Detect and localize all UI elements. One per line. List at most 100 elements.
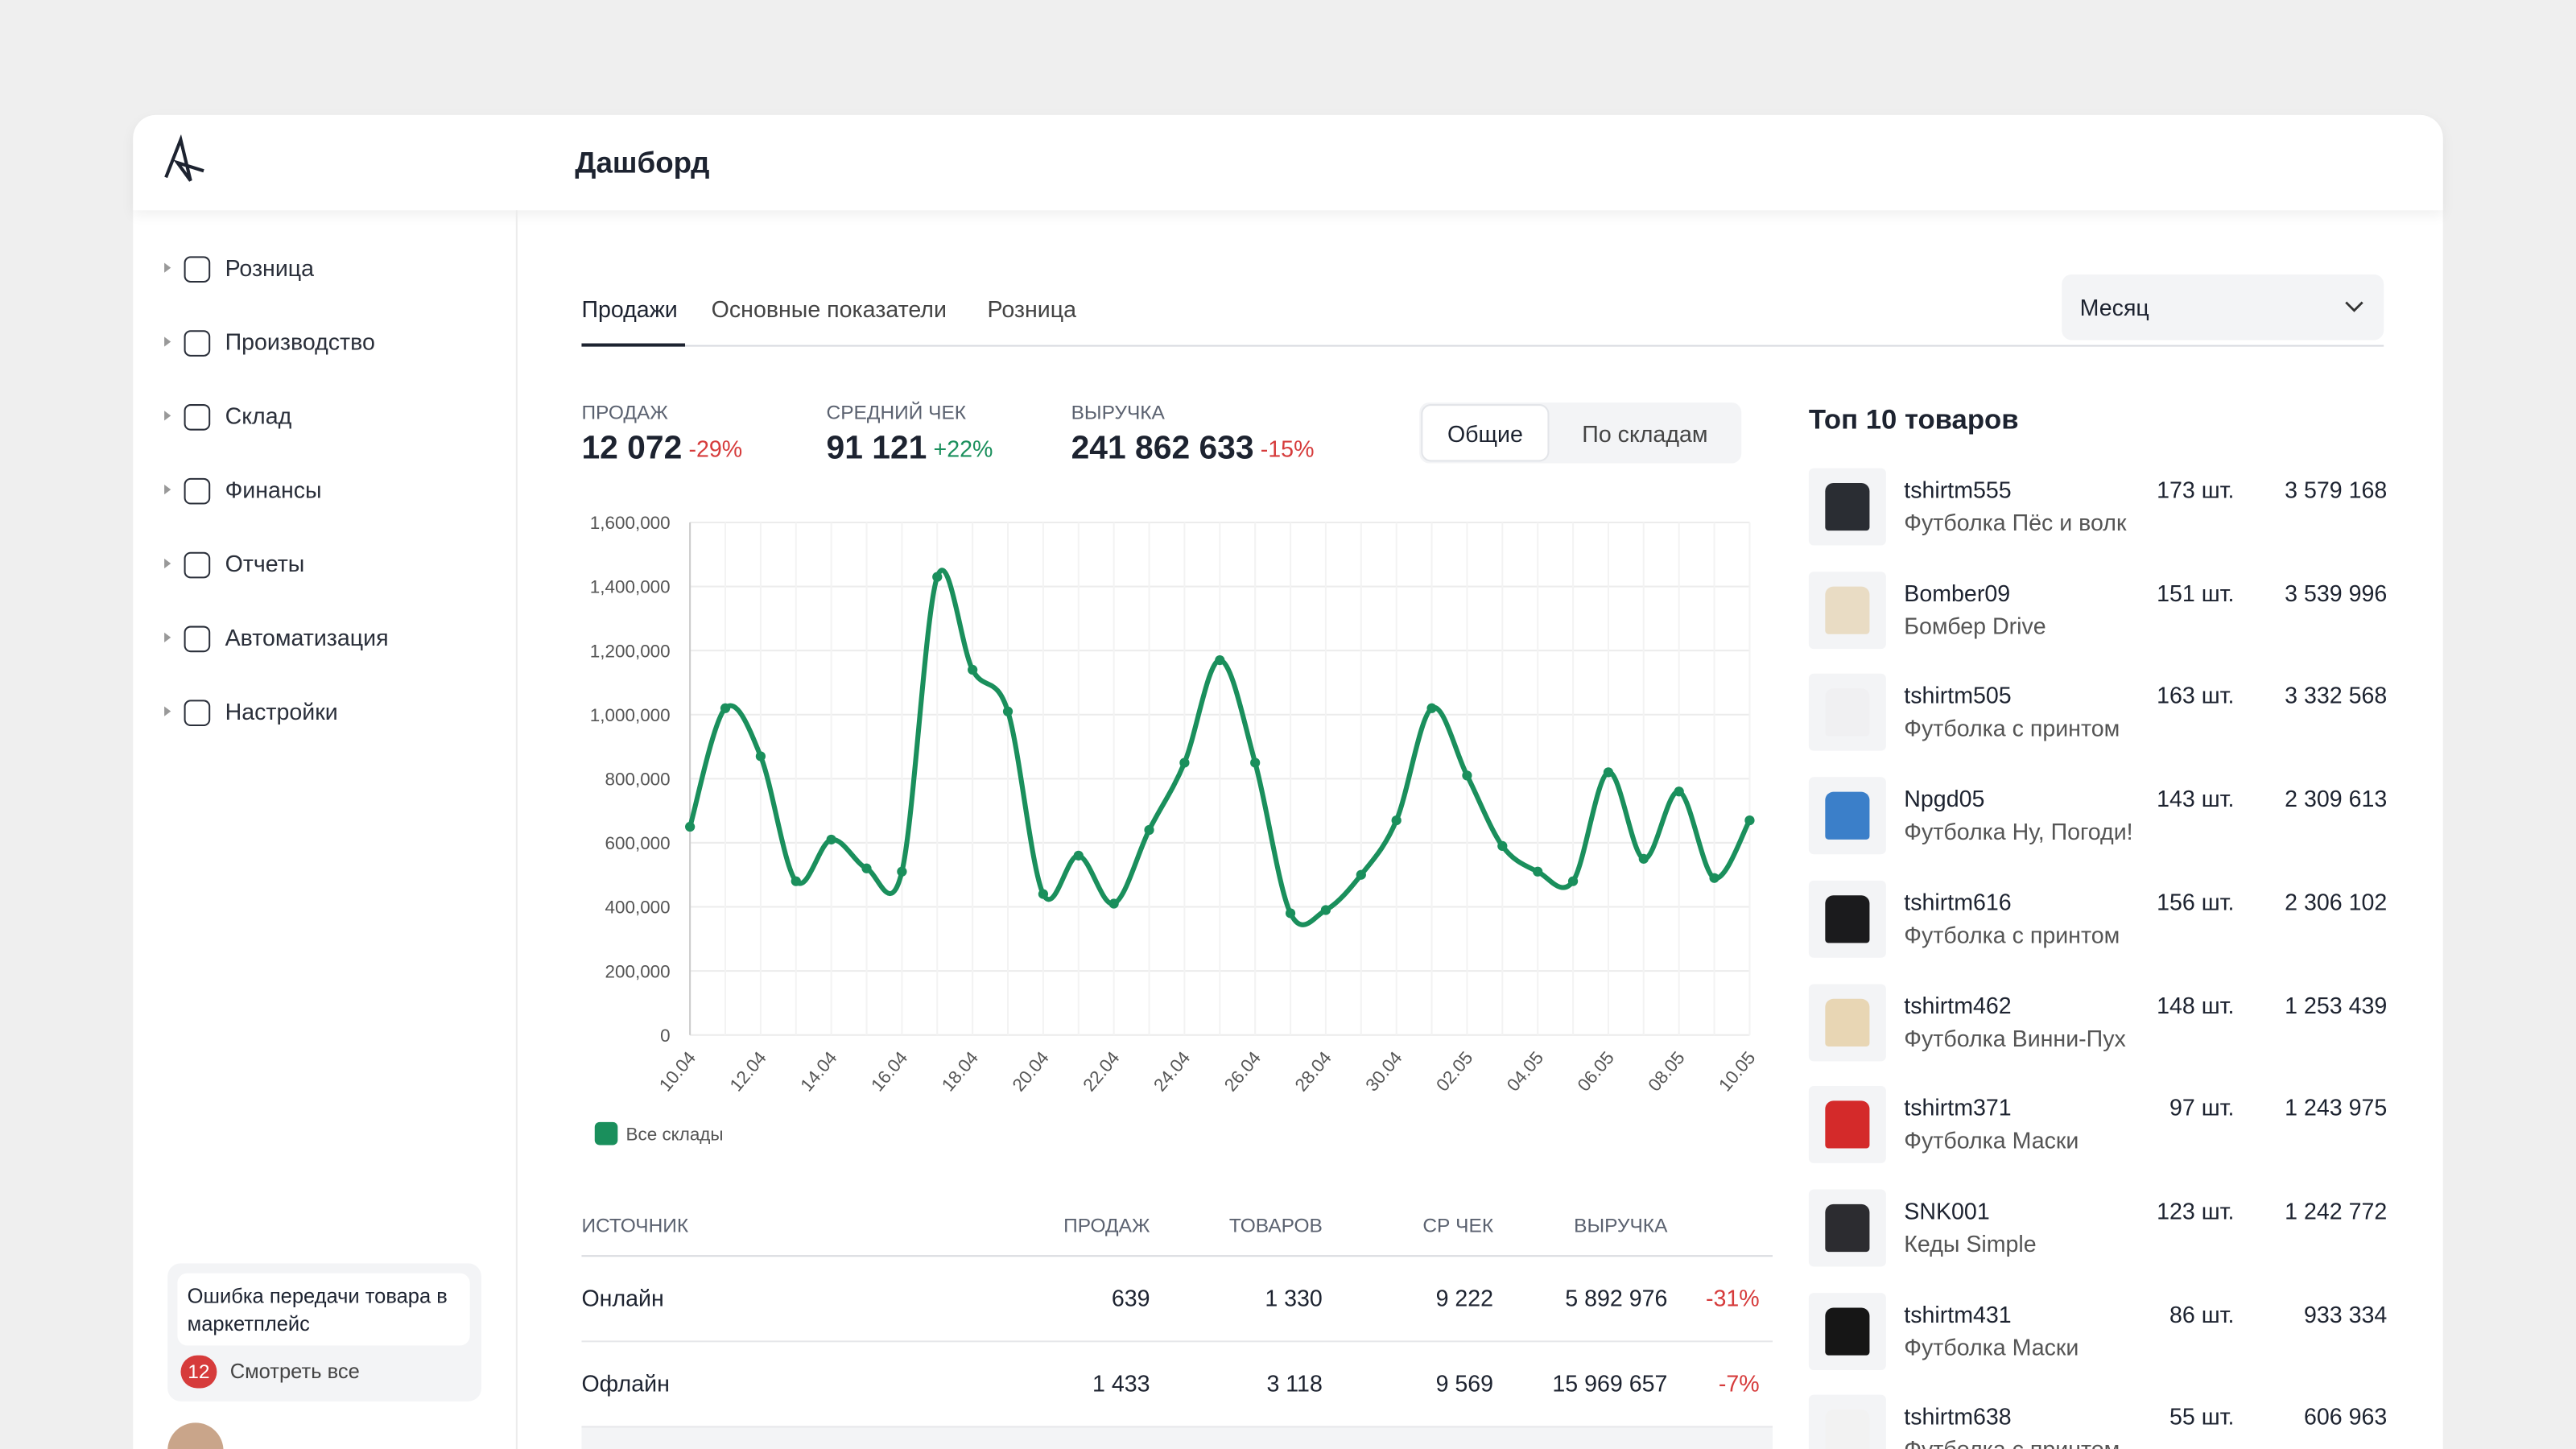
nav-icon	[184, 625, 211, 653]
product-name: Футболка Винни-Пух	[1904, 1024, 2126, 1051]
point	[685, 821, 696, 832]
x-tick-label: 16.04	[867, 1047, 911, 1095]
product-sku[interactable]: tshirtm431	[1904, 1300, 2012, 1327]
product-sku[interactable]: tshirtm616	[1904, 888, 2012, 915]
point	[1002, 706, 1013, 716]
y-tick-label: 1,400,000	[590, 577, 671, 597]
product-sku[interactable]: Bomber09	[1904, 579, 2011, 606]
product-sku[interactable]: Npgd05	[1904, 785, 1985, 812]
period-select[interactable]: Месяц	[2062, 274, 2384, 341]
table-header: ПРОДАЖ	[1063, 1214, 1150, 1237]
table-header: ТОВАРОВ	[1228, 1214, 1323, 1237]
logo	[164, 134, 204, 182]
point	[1215, 654, 1225, 666]
product-shape	[1825, 585, 1870, 634]
nav-item[interactable]: Отчеты	[225, 550, 305, 577]
nav-item[interactable]: Склад	[225, 402, 292, 429]
table-line	[581, 1340, 1773, 1343]
product-sku[interactable]: SNK001	[1904, 1197, 1990, 1224]
point	[1674, 786, 1684, 797]
product-sku[interactable]: tshirtm371	[1904, 1094, 2012, 1121]
table-cell: 5 892 976	[1565, 1284, 1668, 1311]
legend-label: Все склады	[626, 1124, 724, 1144]
kpi-value: 91 121	[826, 430, 927, 467]
product-name: Футболка с принтом	[1904, 1436, 2120, 1449]
toggle-option[interactable]: По складам	[1582, 420, 1708, 448]
nav-item[interactable]: Производство	[225, 328, 375, 355]
table-cell: 15 969 657	[1552, 1370, 1668, 1397]
card	[133, 114, 2443, 1449]
nav-item[interactable]: Розница	[225, 254, 315, 281]
table-cell: Онлайн	[581, 1284, 664, 1311]
product-name: Кеды Simple	[1904, 1230, 2037, 1257]
point	[1179, 758, 1190, 768]
table-line	[581, 1426, 1773, 1428]
product-revenue: 2 309 613	[2285, 785, 2388, 812]
table-cell: 1 330	[1265, 1284, 1323, 1311]
kpi-label: ВЫРУЧКА	[1071, 400, 1165, 424]
product-shape	[1825, 997, 1870, 1046]
product-qty: 151 шт.	[2157, 579, 2235, 606]
nav-arrow	[164, 336, 171, 347]
y-tick-label: 1,600,000	[590, 513, 671, 533]
nav-arrow	[164, 706, 171, 716]
point	[1391, 815, 1402, 826]
point	[755, 751, 766, 762]
y-tick-label: 0	[660, 1026, 670, 1046]
product-qty: 86 шт.	[2169, 1300, 2235, 1327]
nav-item[interactable]: Настройки	[225, 698, 338, 724]
point	[1250, 758, 1261, 768]
product-name: Футболка Маски	[1904, 1333, 2079, 1360]
product-qty: 55 шт.	[2169, 1403, 2235, 1430]
table-cell: -31%	[1705, 1284, 1760, 1311]
product-shape	[1825, 791, 1870, 840]
product-sku[interactable]: tshirtm555	[1904, 476, 2012, 503]
nav-arrow	[164, 632, 171, 642]
product-shape	[1825, 482, 1870, 531]
x-tick-label: 24.04	[1150, 1047, 1194, 1095]
nav-item[interactable]: Финансы	[225, 476, 322, 503]
point	[1285, 908, 1296, 919]
table-cell: 639	[1111, 1284, 1150, 1311]
x-tick-label: 02.05	[1432, 1047, 1476, 1095]
x-tick-label: 30.04	[1361, 1047, 1406, 1095]
kpi-value: 241 862 633	[1071, 430, 1254, 467]
table-header: ИСТОЧНИК	[581, 1214, 689, 1237]
chevron	[2345, 301, 2363, 312]
point	[1638, 853, 1649, 864]
x-tick-label: 14.04	[796, 1047, 840, 1095]
product-qty: 148 шт.	[2157, 991, 2235, 1018]
point	[826, 834, 836, 845]
point	[932, 572, 943, 582]
tab[interactable]: Розница	[987, 295, 1077, 322]
y-tick-label: 1,000,000	[590, 705, 671, 725]
table-cell: 9 222	[1435, 1284, 1494, 1311]
product-qty: 143 шт.	[2157, 785, 2235, 812]
point	[1709, 873, 1719, 883]
tab[interactable]: Основные показатели	[711, 295, 947, 322]
product-sku[interactable]: tshirtm462	[1904, 991, 2012, 1018]
tab-underline	[581, 343, 686, 347]
notification-link[interactable]: Смотреть все	[229, 1360, 360, 1384]
product-revenue: 606 963	[2303, 1403, 2388, 1430]
table-cell: Офлайн	[581, 1370, 670, 1397]
point	[1462, 770, 1472, 781]
y-tick-label: 200,000	[605, 961, 671, 981]
product-name: Футболка Пёс и волк	[1904, 509, 2127, 536]
product-sku[interactable]: tshirtm638	[1904, 1403, 2012, 1430]
kpi-label: ПРОДАЖ	[581, 400, 668, 424]
point	[1144, 824, 1154, 836]
point	[861, 863, 872, 873]
product-revenue: 1 242 772	[2285, 1197, 2388, 1224]
tab[interactable]: Продажи	[581, 295, 678, 322]
toggle-option[interactable]: Общие	[1447, 420, 1523, 448]
nav-item[interactable]: Автоматизация	[225, 624, 389, 651]
x-tick-label: 28.04	[1291, 1047, 1335, 1095]
notification: Ошибка передачи товара в маркетплейс 12 …	[167, 1263, 481, 1402]
point	[1038, 889, 1049, 899]
product-sku[interactable]: tshirtm505	[1904, 682, 2012, 709]
point	[720, 703, 731, 713]
